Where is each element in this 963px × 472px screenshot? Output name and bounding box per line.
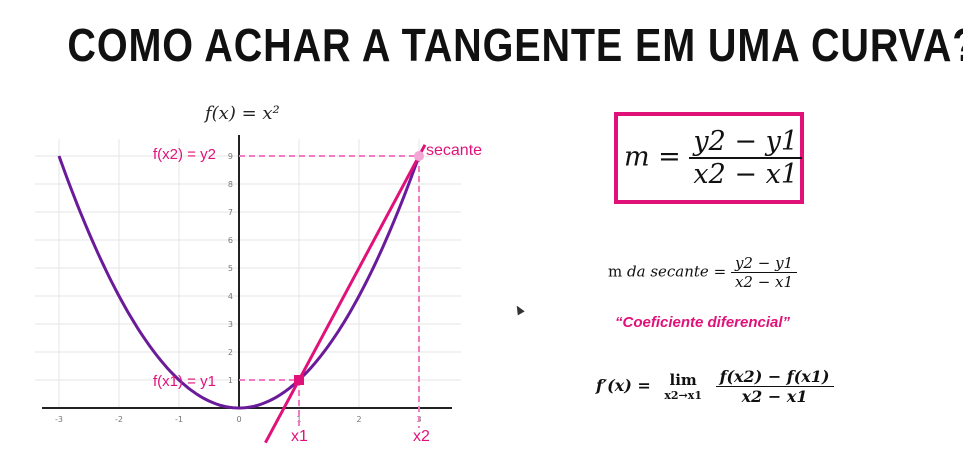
secant-formula: m da secante = y2 − y1 x2 − x1 [608,254,798,291]
slope-numerator: y2 − y1 [689,126,803,159]
slope-lhs: m = [624,141,681,173]
x-tick-label: -1 [175,415,183,424]
secant-numerator: y2 − y1 [730,254,798,273]
guide-dashes [239,155,420,428]
x1-label: x1 [291,428,308,445]
y-tick-label: 9 [228,152,233,161]
x-tick-label: -3 [55,415,63,424]
y-tick-label: 1 [228,376,233,385]
point-x1 [294,375,304,385]
fx2-label: f(x2) = y2 [153,146,216,163]
y-tick-label: 2 [228,348,233,357]
secant-denominator: x2 − x1 [734,273,794,291]
derivative-denominator: x2 − x1 [741,387,808,406]
secant-formula-equals: = [713,262,727,281]
x-tick-label: 2 [356,415,361,424]
secant-fraction: y2 − y1 x2 − x1 [730,254,798,291]
y-tick-label: 4 [228,292,233,301]
secant-label: secante [426,142,483,159]
slope-formula: m = y2 − y1 x2 − x1 [624,126,803,190]
limit-subscript: x2→x1 [664,389,702,402]
coefficient-text: “Coeficiente diferencial” [615,314,791,331]
derivative-fraction: f(x2) − f(x1) x2 − x1 [715,367,834,406]
y-tick-label: 8 [228,180,233,189]
y-tick-label: 6 [228,236,233,245]
secant-formula-m: m [608,262,623,281]
secant-formula-label: da secante [627,262,709,281]
x2-label: x2 [413,428,430,445]
graph-axes [42,135,452,409]
derivative-numerator: f(x2) − f(x1) [715,367,834,387]
limit-word: lim [669,371,697,389]
secant-line [264,144,427,444]
y-tick-label: 5 [228,264,233,273]
point-x2 [414,151,424,161]
page-title: COMO ACHAR A TANGENTE EM UMA CURVA? [67,19,963,71]
graph-grid [35,139,461,408]
parabola-curve [57,155,421,410]
function-label: f(x) = x² [205,103,280,124]
x-tick-label: 1 [296,415,301,424]
slope-denominator: x2 − x1 [693,159,799,190]
slope-fraction: y2 − y1 x2 − x1 [689,126,803,190]
x-tick-label: 0 [236,415,241,424]
fx1-label: f(x1) = y1 [153,373,216,390]
graph-curves [57,144,427,444]
derivative-lhs: f′(x) = [596,376,651,395]
x-tick-label: -2 [115,415,123,424]
derivative-formula: f′(x) = lim x2→x1 f(x2) − f(x1) x2 − x1 [596,367,834,406]
limit: lim x2→x1 [664,371,702,402]
y-tick-label: 3 [228,320,233,329]
y-tick-label: 7 [228,208,233,217]
